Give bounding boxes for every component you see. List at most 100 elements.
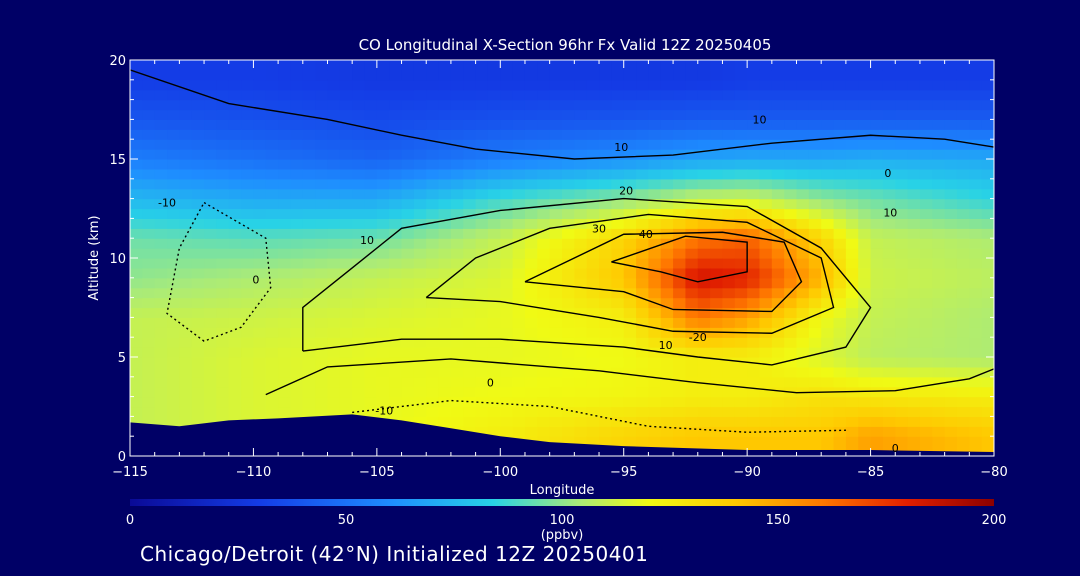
heat-cell	[796, 366, 810, 378]
heat-cell	[759, 119, 773, 130]
heat-cell	[438, 188, 452, 200]
heat-cell	[611, 307, 625, 318]
heat-cell	[648, 357, 662, 368]
heat-cell	[487, 99, 501, 111]
heat-cell	[130, 129, 143, 140]
heat-cell	[685, 436, 699, 447]
heat-cell	[426, 69, 440, 81]
heat-cell	[142, 79, 156, 91]
heat-cell	[339, 287, 353, 299]
heat-cell	[969, 218, 983, 229]
heat-cell	[944, 337, 958, 348]
heat-cell	[870, 357, 884, 368]
heat-cell	[179, 347, 193, 358]
heat-cell	[376, 109, 390, 120]
heat-cell	[586, 149, 600, 160]
heat-cell	[833, 396, 847, 408]
heat-cell	[599, 149, 612, 160]
heat-cell	[241, 248, 255, 259]
heat-cell	[524, 238, 538, 249]
heat-cell	[549, 386, 563, 398]
heat-cell	[278, 238, 292, 249]
heat-cell	[352, 149, 366, 160]
heat-cell	[648, 287, 662, 299]
heat-cell	[376, 287, 390, 299]
heat-cell	[512, 287, 526, 299]
heat-cell	[179, 337, 193, 348]
heat-cell	[759, 238, 773, 249]
heat-cell	[537, 238, 551, 249]
heat-cell	[512, 208, 526, 219]
heat-cell	[401, 277, 415, 289]
heat-cell	[241, 139, 255, 150]
heat-cell	[327, 287, 341, 299]
heat-cell	[179, 208, 193, 219]
heat-cell	[241, 168, 255, 180]
heat-cell	[981, 376, 994, 388]
heat-cell	[487, 406, 501, 417]
heat-cell	[191, 307, 205, 318]
heat-cell	[586, 337, 600, 348]
heat-cell	[302, 357, 316, 368]
heat-cell	[673, 168, 687, 180]
heat-cell	[389, 178, 403, 190]
heat-cell	[697, 248, 711, 259]
heat-cell	[771, 406, 785, 417]
heat-cell	[327, 267, 341, 279]
heat-cell	[623, 178, 637, 190]
heat-cell	[710, 238, 724, 249]
heat-cell	[648, 327, 662, 338]
heat-cell	[611, 79, 625, 91]
heat-cell	[574, 178, 588, 190]
heat-cell	[796, 426, 810, 437]
heat-cell	[154, 406, 168, 417]
heat-cell	[167, 337, 180, 348]
heat-cell	[339, 347, 353, 358]
heat-cell	[969, 347, 983, 358]
heat-cell	[697, 416, 711, 427]
heat-cell	[549, 416, 563, 427]
heat-cell	[524, 357, 538, 368]
heat-cell	[241, 347, 255, 358]
heat-cell	[821, 436, 835, 447]
heat-cell	[290, 297, 304, 309]
heat-cell	[747, 139, 761, 150]
heat-cell	[475, 119, 489, 130]
heat-cell	[253, 238, 267, 249]
heat-cell	[895, 178, 909, 190]
heat-cell	[278, 297, 292, 309]
heat-cell	[130, 258, 143, 269]
heat-cell	[895, 337, 909, 348]
heat-cell	[697, 178, 711, 190]
heat-cell	[487, 198, 501, 210]
heat-cell	[648, 99, 662, 111]
heat-cell	[352, 178, 366, 190]
heat-cell	[956, 337, 970, 348]
heat-cell	[747, 297, 761, 309]
heat-cell	[327, 238, 341, 249]
heat-cell	[870, 168, 884, 180]
heat-cell	[981, 446, 994, 456]
heat-cell	[747, 79, 761, 91]
heat-cell	[611, 406, 625, 417]
heat-cell	[142, 149, 156, 160]
heat-cell	[216, 79, 230, 91]
heat-cell	[401, 327, 415, 338]
heat-cell	[882, 307, 896, 318]
heat-cell	[537, 60, 551, 71]
heat-cell	[919, 376, 933, 388]
heat-cell	[438, 327, 452, 338]
heat-cell	[956, 366, 970, 378]
heat-cell	[450, 188, 464, 200]
heat-cell	[426, 347, 440, 358]
heat-cell	[599, 327, 612, 338]
heat-cell	[574, 89, 588, 101]
heat-cell	[586, 60, 600, 71]
heat-cell	[969, 119, 983, 130]
heat-cell	[364, 208, 378, 219]
heat-cell	[697, 366, 711, 378]
heat-cell	[352, 159, 366, 170]
heat-cell	[364, 109, 378, 120]
heat-cell	[808, 159, 822, 170]
